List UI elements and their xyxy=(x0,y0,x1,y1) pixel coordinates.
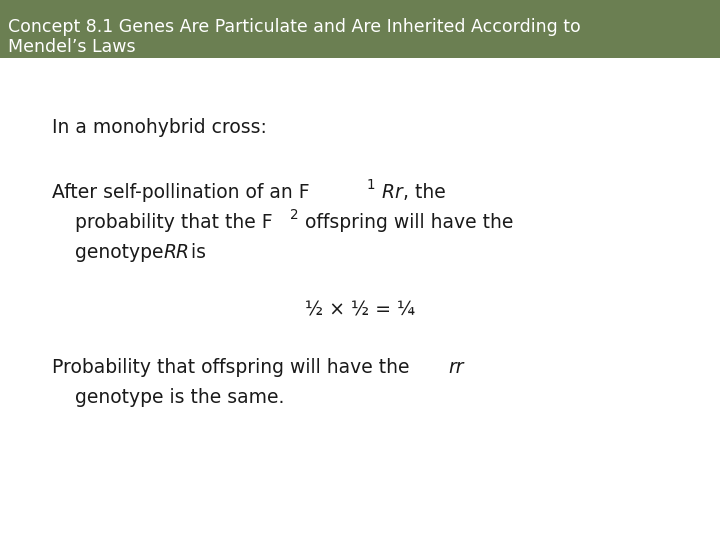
Text: After self-pollination of an F: After self-pollination of an F xyxy=(52,183,310,202)
Text: Rr: Rr xyxy=(376,183,402,202)
Text: probability that the F: probability that the F xyxy=(75,213,273,232)
Text: RR: RR xyxy=(163,243,189,262)
Text: Probability that offspring will have the: Probability that offspring will have the xyxy=(52,358,415,377)
Text: is: is xyxy=(185,243,206,262)
Text: genotype: genotype xyxy=(75,243,169,262)
Text: rr: rr xyxy=(448,358,464,377)
Text: Concept 8.1 Genes Are Particulate and Are Inherited According to: Concept 8.1 Genes Are Particulate and Ar… xyxy=(8,18,581,36)
Text: , the: , the xyxy=(403,183,446,202)
Text: ½ × ½ = ¼: ½ × ½ = ¼ xyxy=(305,300,415,319)
Bar xyxy=(0,0,720,58)
Text: Mendel’s Laws: Mendel’s Laws xyxy=(8,38,135,56)
Text: In a monohybrid cross:: In a monohybrid cross: xyxy=(52,118,267,137)
Text: offspring will have the: offspring will have the xyxy=(299,213,513,232)
Text: genotype is the same.: genotype is the same. xyxy=(75,388,284,407)
Text: 1: 1 xyxy=(367,178,376,192)
Text: 2: 2 xyxy=(290,208,299,222)
